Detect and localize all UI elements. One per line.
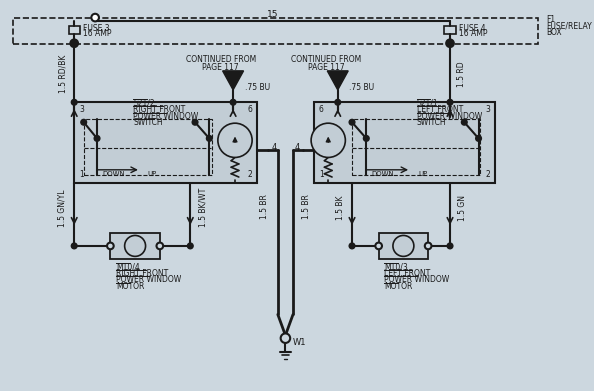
Circle shape xyxy=(311,123,345,158)
Text: SWITCH: SWITCH xyxy=(417,118,446,127)
Text: FUSE/RELAY: FUSE/RELAY xyxy=(546,22,592,30)
Circle shape xyxy=(364,136,369,141)
Text: 1.5 BK/WT: 1.5 BK/WT xyxy=(198,188,207,228)
Text: W1: W1 xyxy=(293,337,307,346)
Circle shape xyxy=(192,119,198,125)
Text: 16 AMP: 16 AMP xyxy=(83,29,111,38)
Circle shape xyxy=(446,39,454,47)
Text: LEFT FRONT: LEFT FRONT xyxy=(417,105,463,114)
Text: 15: 15 xyxy=(267,9,279,18)
Circle shape xyxy=(447,243,453,249)
Text: CONTINUED FROM: CONTINUED FROM xyxy=(291,55,362,64)
Text: 1.5 GN/YL: 1.5 GN/YL xyxy=(58,189,67,227)
Text: POWER WINDOW: POWER WINDOW xyxy=(417,112,482,121)
Text: D: D xyxy=(334,75,342,85)
Text: UP: UP xyxy=(147,171,157,178)
Circle shape xyxy=(375,242,382,249)
Circle shape xyxy=(71,243,77,249)
Circle shape xyxy=(280,334,290,343)
Text: 1.5 BK: 1.5 BK xyxy=(336,196,345,220)
Text: 1.5 RD: 1.5 RD xyxy=(457,61,466,86)
Polygon shape xyxy=(223,71,244,90)
Text: POWER WINDOW: POWER WINDOW xyxy=(116,275,181,284)
Text: .75 BU: .75 BU xyxy=(349,83,374,91)
Text: DOWN: DOWN xyxy=(371,171,394,178)
Text: 4: 4 xyxy=(295,143,300,152)
Text: 1.5 GN: 1.5 GN xyxy=(458,195,467,221)
Bar xyxy=(74,102,257,183)
Bar xyxy=(68,26,80,34)
Text: RIGHT FRONT: RIGHT FRONT xyxy=(133,105,185,114)
Text: 16 AMP: 16 AMP xyxy=(459,29,487,38)
Circle shape xyxy=(207,136,212,141)
Text: MOTOR: MOTOR xyxy=(384,282,413,291)
Circle shape xyxy=(71,99,77,105)
Circle shape xyxy=(91,14,99,22)
Circle shape xyxy=(71,40,77,46)
Circle shape xyxy=(476,136,481,141)
Text: 6: 6 xyxy=(247,105,252,114)
Circle shape xyxy=(71,39,78,47)
Circle shape xyxy=(125,235,146,256)
Text: 4: 4 xyxy=(271,143,276,152)
Text: MOTOR: MOTOR xyxy=(116,282,144,291)
Circle shape xyxy=(94,136,100,141)
Text: C: C xyxy=(229,75,237,85)
Polygon shape xyxy=(327,71,348,90)
Bar xyxy=(84,119,212,174)
Text: BOX: BOX xyxy=(546,28,562,37)
Text: 2: 2 xyxy=(485,170,490,179)
Circle shape xyxy=(81,119,87,125)
Circle shape xyxy=(230,99,236,105)
Text: .75 BU: .75 BU xyxy=(245,83,270,91)
Text: M10/3: M10/3 xyxy=(384,262,408,271)
Text: LEFT FRONT: LEFT FRONT xyxy=(384,269,431,278)
Text: 1.5 BR: 1.5 BR xyxy=(260,194,269,219)
Circle shape xyxy=(335,99,340,105)
Text: FUSE 4: FUSE 4 xyxy=(459,23,485,32)
Text: POWER WINDOW: POWER WINDOW xyxy=(133,112,198,121)
Circle shape xyxy=(349,243,355,249)
Text: RIGHT FRONT: RIGHT FRONT xyxy=(116,269,168,278)
Text: FUSE 3: FUSE 3 xyxy=(83,23,109,32)
Circle shape xyxy=(425,242,431,249)
Text: CONTINUED FROM: CONTINUED FROM xyxy=(185,55,256,64)
Circle shape xyxy=(462,119,467,125)
Text: M10/4: M10/4 xyxy=(116,262,140,271)
Text: 3: 3 xyxy=(79,105,84,114)
Circle shape xyxy=(447,40,453,46)
Text: M: M xyxy=(130,241,140,251)
Bar xyxy=(352,119,481,174)
Text: DOWN: DOWN xyxy=(103,171,125,178)
Text: S21/1: S21/1 xyxy=(417,99,438,108)
Text: POWER WINDOW: POWER WINDOW xyxy=(384,275,450,284)
Text: 1: 1 xyxy=(79,170,84,179)
Circle shape xyxy=(447,40,453,46)
Text: 2: 2 xyxy=(247,170,252,179)
Text: S21/2: S21/2 xyxy=(133,99,155,108)
Text: UP: UP xyxy=(419,171,428,178)
Bar xyxy=(110,233,160,259)
Circle shape xyxy=(107,242,113,249)
Text: 1: 1 xyxy=(319,170,324,179)
Text: 6: 6 xyxy=(319,105,324,114)
Text: PAGE 117: PAGE 117 xyxy=(308,63,345,72)
Circle shape xyxy=(447,99,453,105)
Text: PAGE 117: PAGE 117 xyxy=(203,63,239,72)
Text: 3: 3 xyxy=(485,105,490,114)
Circle shape xyxy=(188,243,193,249)
Bar xyxy=(444,26,456,34)
Circle shape xyxy=(71,40,77,46)
Text: M: M xyxy=(399,241,408,251)
Text: F1: F1 xyxy=(546,15,555,24)
Text: 1.5 RD/BK: 1.5 RD/BK xyxy=(58,54,67,93)
Text: 1.5 BR: 1.5 BR xyxy=(302,194,311,219)
Text: SWITCH: SWITCH xyxy=(133,118,163,127)
Bar xyxy=(314,102,495,183)
Bar xyxy=(378,233,428,259)
Circle shape xyxy=(218,123,252,158)
Circle shape xyxy=(349,119,355,125)
Circle shape xyxy=(393,235,414,256)
Circle shape xyxy=(156,242,163,249)
